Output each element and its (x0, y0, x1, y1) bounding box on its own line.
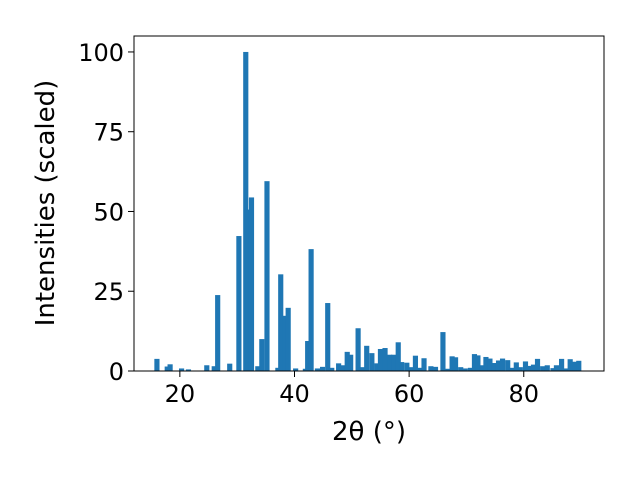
bar (344, 351, 350, 371)
x-tick-label: 80 (508, 380, 539, 408)
bar (526, 365, 533, 371)
bar (387, 354, 393, 371)
y-tick-label: 0 (109, 358, 124, 386)
bar (399, 362, 405, 371)
bar (495, 360, 502, 371)
bar (204, 365, 210, 371)
bar (185, 369, 192, 371)
x-tick-label: 40 (279, 380, 310, 408)
bar (154, 358, 160, 371)
bar (227, 363, 233, 371)
bar (348, 354, 354, 371)
x-tick-label: 20 (165, 380, 196, 408)
plot-frame (133, 35, 605, 372)
bar (314, 368, 320, 371)
bar (243, 51, 249, 371)
bar (412, 355, 419, 371)
x-axis-label: 2θ (°) (332, 417, 406, 447)
bar (374, 363, 380, 371)
bar (563, 368, 569, 371)
bar (164, 366, 170, 371)
bar (404, 362, 410, 371)
bar (178, 368, 185, 371)
y-ticks-group: 0 25 50 75 100 (78, 39, 134, 386)
bar (487, 358, 493, 371)
x-ticks-group: 20 40 60 80 (165, 371, 539, 408)
bar (382, 348, 388, 371)
y-axis-label: Intensities (scaled) (31, 80, 61, 327)
y-tick-label: 50 (93, 198, 124, 226)
bar (319, 366, 326, 371)
bar (505, 360, 511, 371)
bar (418, 367, 424, 371)
bar (308, 249, 314, 371)
bar (355, 328, 361, 371)
bar (449, 356, 455, 371)
bar (530, 364, 537, 371)
bar (452, 357, 459, 371)
bar (336, 363, 342, 371)
bar (364, 345, 370, 371)
bar (259, 339, 265, 371)
bar (305, 341, 311, 371)
bar (567, 359, 573, 371)
y-tick-label: 75 (93, 119, 124, 147)
bar (275, 367, 281, 371)
bar (329, 367, 335, 371)
bar (236, 236, 242, 371)
bar (483, 356, 489, 371)
bar (550, 368, 556, 371)
bar (325, 303, 331, 371)
bar (395, 342, 401, 371)
y-tick-label: 100 (78, 39, 124, 67)
bar (572, 361, 578, 371)
bar (534, 358, 541, 371)
bars-group (154, 51, 582, 371)
bar (369, 353, 375, 371)
bar (278, 274, 284, 371)
bar (513, 362, 519, 371)
bar (285, 307, 291, 371)
bar (499, 358, 506, 371)
bar (215, 295, 221, 371)
bar (517, 367, 523, 371)
bar (544, 365, 550, 371)
y-tick-label: 25 (93, 278, 124, 306)
bar (475, 355, 481, 371)
bar (458, 367, 464, 371)
bar (293, 368, 299, 371)
bar (553, 365, 560, 371)
x-tick-label: 60 (394, 380, 425, 408)
bar (479, 365, 486, 371)
bar (340, 365, 346, 371)
bar (391, 354, 397, 371)
bar (428, 366, 434, 371)
bar (408, 367, 414, 371)
bar (421, 358, 427, 371)
bar (559, 358, 565, 371)
bar (445, 368, 451, 371)
bar (576, 360, 582, 371)
bar (359, 367, 365, 371)
bar (248, 197, 255, 371)
bar (467, 367, 474, 371)
bar (264, 181, 270, 371)
bar (462, 368, 468, 371)
bar (255, 366, 261, 371)
bar (491, 363, 497, 371)
bar (282, 315, 288, 371)
bar (471, 354, 478, 371)
bar (432, 366, 439, 371)
bar (167, 364, 173, 371)
bar (211, 366, 217, 371)
bar (509, 367, 515, 371)
bar (540, 366, 546, 371)
bar (377, 348, 384, 371)
bar (440, 332, 446, 371)
bar (522, 361, 529, 371)
